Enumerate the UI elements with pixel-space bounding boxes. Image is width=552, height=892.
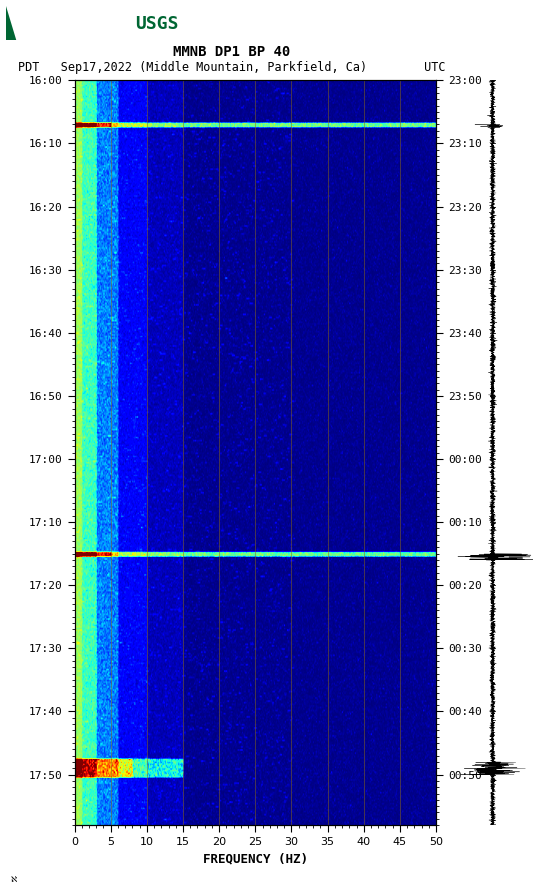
- Text: ℵ: ℵ: [11, 876, 17, 885]
- Text: PDT   Sep17,2022 (Middle Mountain, Parkfield, Ca)        UTC: PDT Sep17,2022 (Middle Mountain, Parkfie…: [18, 62, 445, 74]
- X-axis label: FREQUENCY (HZ): FREQUENCY (HZ): [203, 853, 308, 865]
- Text: MMNB DP1 BP 40: MMNB DP1 BP 40: [173, 45, 290, 59]
- Text: USGS: USGS: [135, 15, 178, 33]
- Polygon shape: [6, 4, 17, 40]
